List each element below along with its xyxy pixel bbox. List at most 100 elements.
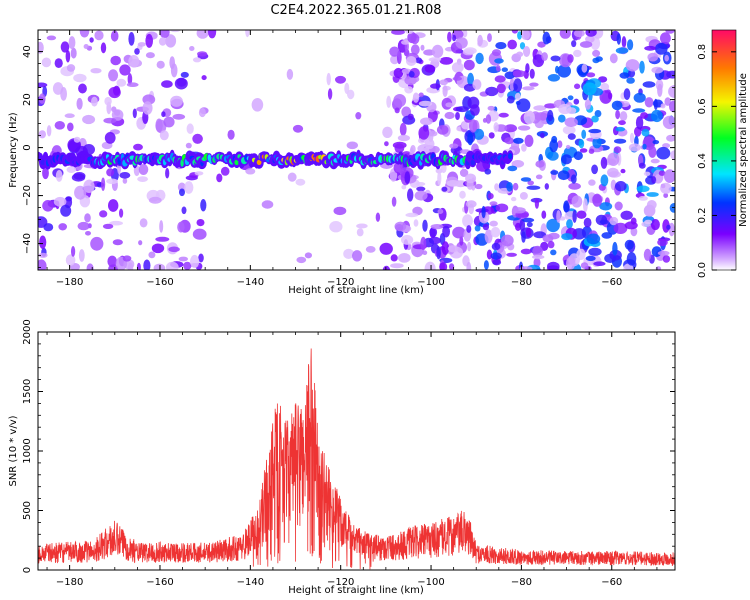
heatmap-cell-201: [194, 171, 204, 176]
heatmap-cell-124: [110, 55, 121, 66]
heatmap-cell-939: [573, 151, 583, 161]
heatmap-cell-852: [651, 109, 663, 123]
heatmap-cell-227: [304, 252, 312, 259]
heatmap-cell-817: [489, 201, 498, 206]
heatmap-cell-842: [640, 112, 649, 119]
heatmap-cell-874: [482, 223, 490, 231]
heatmap-cell-246: [335, 75, 346, 84]
heatmap-cell-1371: [508, 153, 513, 160]
heatmap-cell-836: [514, 92, 521, 101]
heatmap-cell-53: [68, 36, 76, 50]
snr-ytick-label: 1500: [22, 379, 33, 404]
heatmap-cell-539: [466, 261, 472, 270]
heatmap-cell-926: [666, 224, 671, 230]
heatmap-cell-220: [216, 173, 223, 183]
heatmap-cell-954: [544, 183, 549, 190]
heatmap-cell-468: [408, 71, 415, 78]
heatmap-cell-182: [101, 177, 106, 191]
heatmap-cell-720: [490, 252, 502, 260]
heatmap-cell-152: [67, 122, 74, 132]
heatmap-cell-338: [420, 117, 433, 126]
heatmap-cell-979: [611, 100, 623, 111]
heatmap-cell-752: [576, 210, 587, 219]
heatmap-cell-22: [70, 47, 77, 59]
heatmap-cell-216: [71, 246, 76, 257]
heatmap-cell-803: [635, 116, 644, 130]
heatmap-cell-794: [657, 83, 663, 97]
heatmap-cell-86: [112, 239, 123, 246]
heatmap-cell-537: [483, 260, 489, 270]
heatmap-cell-866: [547, 109, 554, 122]
heatmap-cell-735: [626, 251, 637, 266]
heatmap-cell-591: [475, 52, 484, 65]
heatmap-cell-858: [490, 226, 501, 238]
heatmap-cell-174: [142, 101, 153, 115]
heatmap-cell-759: [557, 64, 571, 78]
heatmap-ylabel: Frequency (Hz): [8, 112, 19, 188]
heatmap-cell-860: [491, 242, 501, 251]
heatmap-panel: −180 −160 −140 −120 −100 −80 −60 −40 −20 0 20 40 He…: [8, 29, 676, 296]
heatmap-cell-900: [487, 193, 494, 200]
heatmap-cell-110: [198, 253, 204, 263]
heatmap-cell-974: [498, 112, 509, 118]
heatmap-cell-12: [100, 42, 107, 54]
snr-series-line: [38, 348, 675, 570]
heatmap-cell-9: [60, 41, 70, 53]
heatmap-cell-424: [441, 241, 450, 256]
heatmap-cell-768: [660, 182, 672, 194]
heatmap-cell-470: [574, 83, 581, 90]
heatmap-cell-696: [541, 210, 547, 219]
heatmap-cell-171: [77, 221, 90, 231]
heatmap-cell-482: [588, 179, 596, 186]
heatmap-cell-746: [466, 225, 472, 233]
heatmap-cell-948: [494, 75, 506, 83]
heatmap-cell-925: [561, 154, 572, 165]
heatmap-cell-51: [90, 68, 102, 74]
heatmap-cell-940: [532, 254, 545, 260]
heatmap-cell-197: [168, 246, 180, 253]
heatmap-cell-350: [382, 126, 393, 138]
heatmap-xtick-label: −120: [327, 277, 354, 288]
heatmap-cell-175: [196, 219, 205, 227]
heatmap-cell-137: [159, 130, 169, 141]
heatmap-cell-850: [555, 65, 559, 74]
heatmap-cell-812: [526, 185, 541, 190]
heatmap-cell-81: [83, 179, 95, 193]
heatmap-cell-419: [386, 95, 392, 108]
heatmap-cell-336: [415, 182, 426, 186]
heatmap-cell-344: [462, 30, 468, 38]
heatmap-cell-24: [90, 236, 104, 251]
heatmap-ytick-label: 40: [22, 45, 33, 58]
heatmap-cell-333: [399, 122, 407, 136]
heatmap-cell-902: [516, 51, 524, 58]
heatmap-cell-117: [128, 55, 140, 68]
heatmap-cell-931: [657, 238, 668, 247]
heatmap-cell-964: [664, 169, 675, 183]
heatmap-cell-847: [588, 247, 602, 256]
heatmap-cell-80: [139, 218, 148, 228]
heatmap-cell-913: [625, 59, 640, 72]
heatmap-cell-792: [522, 217, 535, 223]
heatmap-cell-912: [586, 72, 596, 78]
heatmap-cell-178: [185, 142, 192, 149]
heatmap-cell-478: [594, 110, 602, 118]
heatmap-cell-162: [197, 51, 208, 57]
heatmap-cell-49: [58, 223, 67, 231]
heatmap-cell-756: [592, 193, 603, 207]
heatmap-cell-813: [638, 162, 646, 169]
heatmap-cell-359: [449, 263, 455, 270]
heatmap-cell-949: [624, 221, 638, 230]
heatmap-cell-985: [547, 240, 555, 249]
heatmap-cell-987: [511, 30, 519, 34]
heatmap-cell-155: [108, 199, 119, 212]
heatmap-cell-863: [583, 217, 592, 228]
heatmap-cell-65: [42, 166, 49, 180]
heatmap-cell-144: [94, 30, 104, 41]
heatmap-cell-821: [665, 30, 675, 34]
heatmap-cell-936: [526, 221, 533, 228]
heatmap-cell-820: [655, 42, 668, 55]
heatmap-cell-363: [437, 209, 444, 214]
heatmap-cell-101: [39, 235, 47, 249]
heatmap-cell-535: [643, 171, 651, 176]
heatmap-cell-443: [393, 94, 407, 108]
